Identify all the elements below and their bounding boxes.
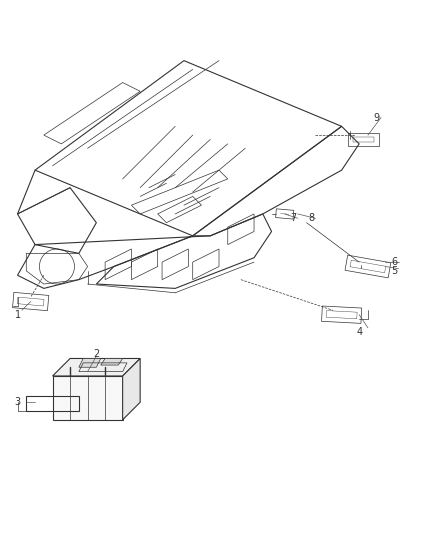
- Polygon shape: [53, 359, 140, 376]
- Text: 6: 6: [391, 257, 397, 267]
- Polygon shape: [123, 359, 140, 420]
- Text: 2: 2: [93, 349, 99, 359]
- Text: 8: 8: [308, 213, 314, 223]
- Polygon shape: [79, 359, 101, 367]
- Text: 4: 4: [356, 327, 362, 337]
- Text: 7: 7: [290, 213, 297, 223]
- Polygon shape: [101, 359, 123, 365]
- Text: 5: 5: [391, 266, 397, 276]
- Text: 1: 1: [14, 310, 21, 320]
- Text: 3: 3: [14, 397, 21, 407]
- Text: 9: 9: [374, 112, 380, 123]
- Polygon shape: [53, 376, 123, 420]
